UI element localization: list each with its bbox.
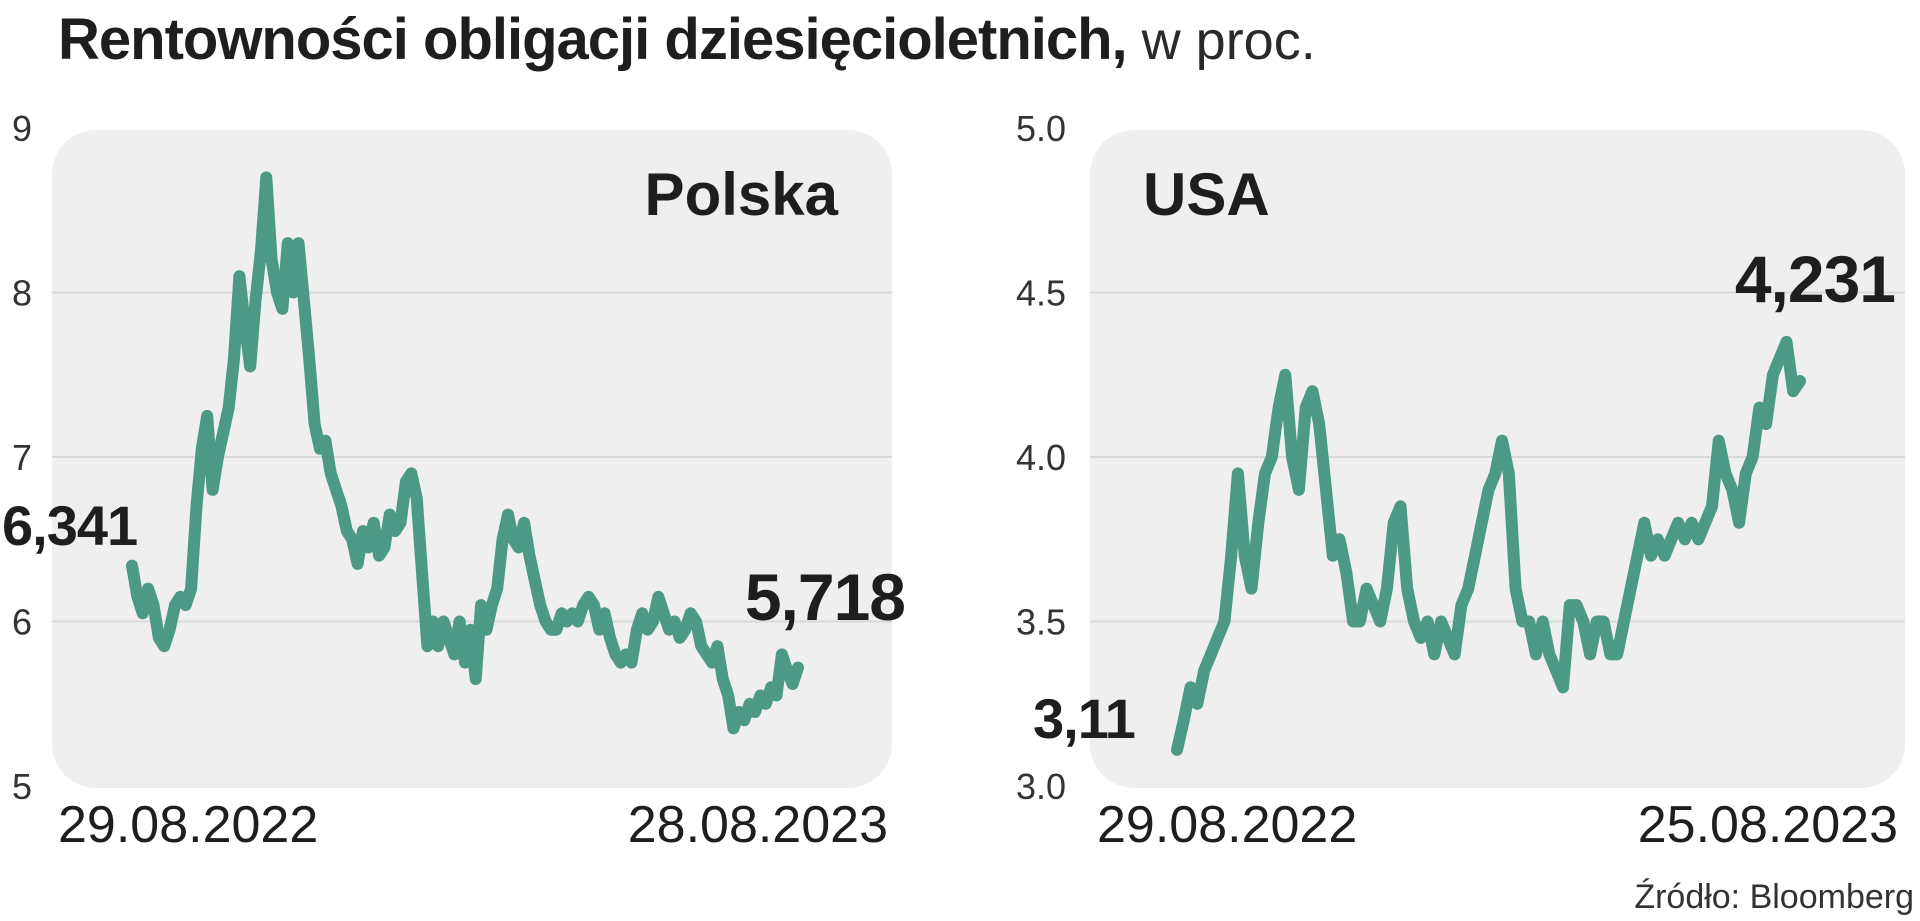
- end-value-label: 4,231: [1735, 242, 1895, 316]
- y-tick-label: 4.0: [1016, 437, 1066, 478]
- y-tick-label: 3.0: [1016, 766, 1066, 807]
- y-tick-label: 9: [12, 108, 32, 149]
- chart-title-row: Rentowności obligacji dziesięcioletnich,…: [58, 6, 1316, 73]
- chart-polska: 5 6 7 8 9 Polska 6,341 5,718 29.08.2022 28.08.202…: [2, 108, 906, 854]
- start-value-label: 6,341: [2, 494, 137, 557]
- x-end-label: 28.08.2023: [628, 796, 888, 854]
- y-tick-label: 5.0: [1016, 108, 1066, 149]
- series-line: [126, 171, 804, 735]
- panel-title: Polska: [645, 161, 839, 228]
- y-tick-label: 4.5: [1016, 273, 1066, 314]
- chart-usa: 3.0 3.5 4.0 4.5 5.0 USA 3,11 4,231 29.08.2022 25.…: [1016, 108, 1905, 854]
- x-start-label: 29.08.2022: [58, 796, 318, 854]
- y-tick-label: 7: [12, 437, 32, 478]
- chart-title: Rentowności obligacji dziesięcioletnich,: [58, 7, 1128, 72]
- chart-title-unit: w proc.: [1126, 11, 1316, 71]
- series-line: [1171, 335, 1806, 756]
- source-note: Źródło: Bloomberg: [1634, 878, 1914, 916]
- start-value-label: 3,11: [1033, 687, 1135, 750]
- x-start-label: 29.08.2022: [1097, 796, 1357, 854]
- y-tick-label: 5: [12, 766, 32, 807]
- x-end-label: 25.08.2023: [1638, 796, 1898, 854]
- y-tick-label: 6: [12, 602, 32, 643]
- y-tick-label: 3.5: [1016, 602, 1066, 643]
- end-value-label: 5,718: [745, 560, 905, 634]
- y-tick-label: 8: [12, 273, 32, 314]
- panel-title: USA: [1143, 161, 1270, 228]
